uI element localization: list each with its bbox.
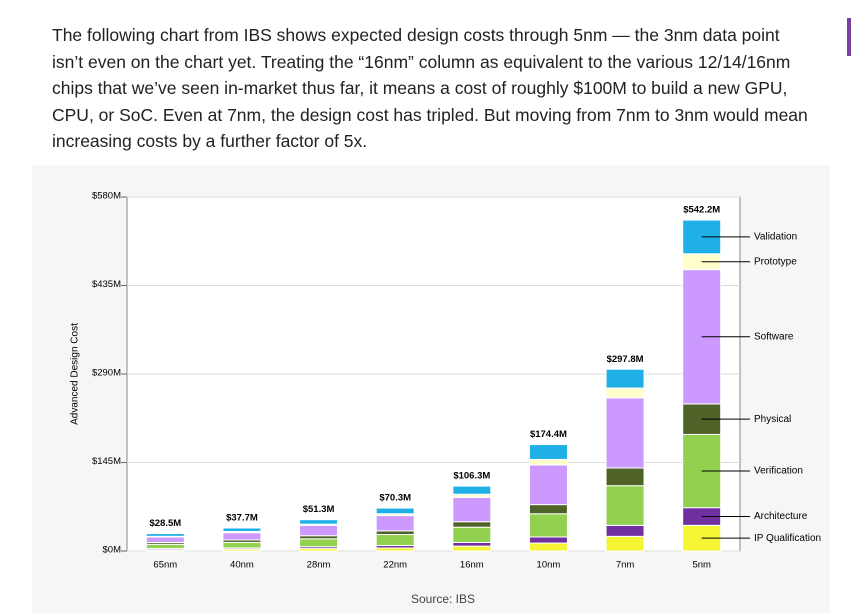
bar-segment — [452, 496, 492, 523]
bar-segment — [375, 530, 415, 536]
total-label: $70.3M — [379, 493, 411, 504]
total-label: $174.4M — [530, 429, 567, 440]
bar-segment — [452, 545, 492, 552]
bar-segment — [222, 527, 262, 532]
x-tick-label: 16nm — [460, 560, 484, 571]
legend-label: Prototype — [754, 256, 797, 267]
total-label: $106.3M — [453, 471, 490, 482]
bar-segment — [145, 536, 185, 543]
bar-segment — [375, 507, 415, 515]
total-label: $37.7M — [226, 513, 258, 524]
bar-segment — [528, 542, 568, 552]
bar-segment — [375, 534, 415, 547]
y-tick-label: $580M — [92, 191, 121, 202]
bar-segment — [452, 541, 492, 547]
bar-segment — [605, 387, 645, 399]
legend-label: Validation — [754, 232, 797, 243]
legend-label: Physical — [754, 414, 791, 425]
bar-segment — [605, 467, 645, 487]
bar-segment — [528, 458, 568, 466]
legend-label: IP Qualification — [754, 533, 821, 544]
y-tick-label: $435M — [92, 279, 121, 290]
legend-label: Software — [754, 331, 794, 342]
x-tick-label: 22nm — [383, 560, 407, 571]
bar-segment — [528, 444, 568, 460]
y-tick-label: $145M — [92, 456, 121, 467]
bar-segment — [605, 397, 645, 469]
bar-segment — [299, 524, 339, 537]
x-tick-label: 28nm — [307, 560, 331, 571]
y-tick-label: $0M — [103, 545, 122, 556]
y-tick-label: $290M — [92, 368, 121, 379]
legend-label: Verification — [754, 466, 803, 477]
bar-segment — [299, 538, 339, 548]
side-marker — [847, 18, 851, 56]
y-axis-title: Advanced Design Cost — [70, 323, 81, 425]
x-tick-label: 7nm — [616, 560, 635, 571]
bar-segment — [605, 524, 645, 537]
bar-segment — [528, 464, 568, 506]
total-label: $542.2M — [683, 205, 720, 216]
x-tick-label: 5nm — [692, 560, 711, 571]
bar-segment — [452, 521, 492, 528]
bar-segment — [605, 535, 645, 552]
bar-segment — [452, 526, 492, 543]
total-label: $51.3M — [303, 504, 335, 515]
source: Source: IBS — [411, 592, 475, 606]
bar-segment — [528, 536, 568, 544]
total-label: $297.8M — [607, 354, 644, 365]
x-tick-label: 40nm — [230, 560, 254, 571]
x-tick-label: 10nm — [537, 560, 561, 571]
paragraph: The following chart from IBS shows expec… — [52, 25, 808, 151]
bar-segment — [222, 532, 262, 541]
bar-segment — [145, 543, 185, 550]
legend-label: Architecture — [754, 511, 808, 522]
total-label: $28.5M — [149, 518, 181, 529]
bar-segment — [605, 368, 645, 389]
x-tick-label: 65nm — [153, 560, 177, 571]
bar-segment — [528, 504, 568, 515]
bar-segment — [528, 513, 568, 538]
bar-segment — [145, 533, 185, 537]
bar-segment — [299, 519, 339, 525]
bar-segment — [375, 515, 415, 532]
bar-segment — [605, 485, 645, 526]
bar-segment — [222, 541, 262, 549]
bar-segment — [452, 485, 492, 495]
